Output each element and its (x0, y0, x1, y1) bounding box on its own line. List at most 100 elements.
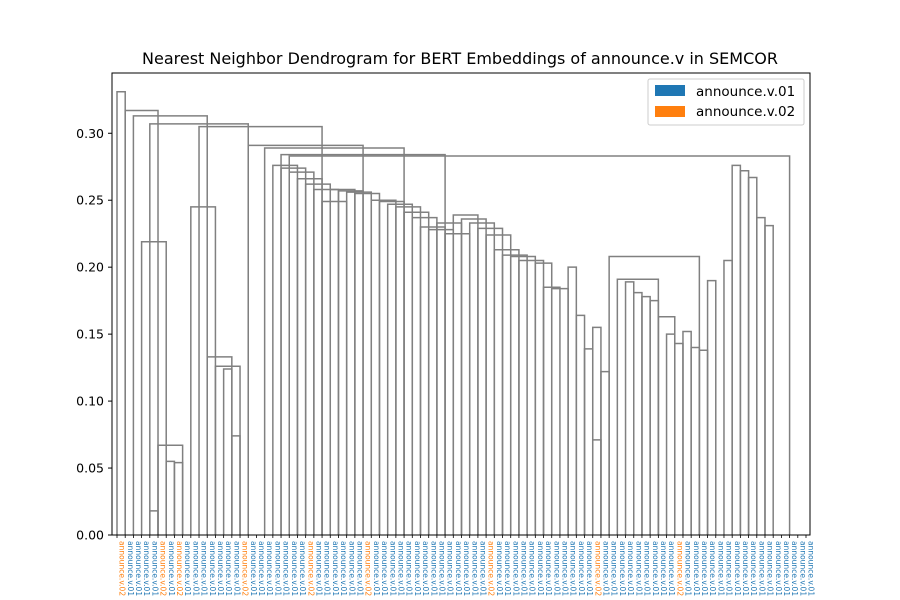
chart-title: Nearest Neighbor Dendrogram for BERT Emb… (142, 49, 778, 68)
dendrogram-link-7 (149, 510, 159, 535)
leaf-label: announce.v.01 (191, 541, 200, 596)
leaf-label: announce.v.01 (766, 541, 775, 596)
leaf-label: announce.v.02 (487, 541, 496, 596)
dendrogram-link-57 (591, 439, 602, 535)
leaf-label: announce.v.02 (175, 541, 184, 596)
leaf-label: announce.v.02 (675, 541, 684, 596)
leaf-label: announce.v.01 (552, 541, 561, 596)
dendrogram-link-27 (337, 190, 364, 535)
leaf-label: announce.v.01 (643, 541, 652, 596)
leaf-label: announce.v.01 (372, 541, 381, 596)
leaf-label: announce.v.01 (298, 541, 307, 596)
leaf-label: announce.v.01 (610, 541, 619, 596)
dendrogram-link-14 (231, 435, 241, 535)
leaf-label: announce.v.01 (232, 541, 241, 596)
leaf-label: announce.v.01 (634, 541, 643, 596)
leaf-label: announce.v.02 (593, 541, 602, 596)
y-tick-label: 0.30 (76, 126, 104, 141)
y-tick-label: 0.05 (76, 461, 104, 476)
leaf-label: announce.v.01 (692, 541, 701, 596)
leaf-label: announce.v.01 (684, 541, 693, 596)
leaf-label: announce.v.01 (790, 541, 799, 596)
leaf-label: announce.v.01 (413, 541, 422, 596)
leaf-label: announce.v.01 (774, 541, 783, 596)
leaf-label: announce.v.01 (314, 541, 323, 596)
y-tick-label: 0.25 (76, 193, 104, 208)
leaf-label: announce.v.01 (725, 541, 734, 596)
dendrogram-link-70 (706, 279, 717, 535)
leaf-label: announce.v.01 (782, 541, 791, 596)
leaf-label: announce.v.02 (159, 541, 168, 596)
dendrogram-link-50 (542, 286, 561, 535)
leaf-label: announce.v.01 (757, 541, 766, 596)
leaf-label: announce.v.01 (355, 541, 364, 596)
leaf-label: announce.v.02 (364, 541, 373, 596)
leaf-label: announce.v.01 (150, 541, 159, 596)
leaf-label: announce.v.01 (708, 541, 717, 596)
leaf-label: announce.v.01 (142, 541, 151, 596)
leaf-label: announce.v.01 (224, 541, 233, 596)
leaf-label: announce.v.01 (749, 541, 758, 596)
dendrogram-link-2 (132, 115, 208, 535)
leaf-label: announce.v.01 (396, 541, 405, 596)
leaf-label: announce.v.01 (544, 541, 553, 596)
dendrogram-link-5 (140, 240, 167, 535)
dendrogram-link-1 (124, 109, 159, 535)
y-tick-label: 0.20 (76, 260, 104, 275)
leaf-label: announce.v.01 (659, 541, 668, 596)
leaf-label: announce.v.01 (388, 541, 397, 596)
leaf-label: announce.v.01 (716, 541, 725, 596)
leaf-label: announce.v.02 (306, 541, 315, 596)
leaf-label: announce.v.01 (126, 541, 135, 596)
legend-frame (647, 78, 805, 126)
leaf-label: announce.v.01 (257, 541, 266, 596)
y-tick-label: 0.00 (76, 528, 104, 543)
leaf-label: announce.v.01 (741, 541, 750, 596)
leaf-label: announce.v.01 (134, 541, 143, 596)
leaf-label: announce.v.01 (216, 541, 225, 596)
leaf-label: announce.v.01 (470, 541, 479, 596)
leaf-label: announce.v.01 (618, 541, 627, 596)
leaf-label: announce.v.01 (347, 541, 356, 596)
leaf-label: announce.v.01 (421, 541, 430, 596)
legend: announce.v.01 announce.v.02 (647, 78, 805, 126)
leaf-label: announce.v.01 (602, 541, 611, 596)
leaf-label: announce.v.01 (290, 541, 299, 596)
leaf-label: announce.v.01 (511, 541, 520, 596)
leaf-label: announce.v.01 (208, 541, 217, 596)
leaf-label: announce.v.01 (454, 541, 463, 596)
dendrogram-link-9 (173, 461, 184, 535)
leaf-label: announce.v.01 (700, 541, 709, 596)
leaf-label: announce.v.01 (520, 541, 529, 596)
leaf-label: announce.v.02 (241, 541, 250, 596)
y-tick-label: 0.10 (76, 394, 104, 409)
leaf-label: announce.v.01 (569, 541, 578, 596)
leaf-label: announce.v.01 (479, 541, 488, 596)
leaf-label: announce.v.01 (380, 541, 389, 596)
legend-label-announce-v01: announce.v.01 (696, 84, 795, 100)
leaf-label: announce.v.02 (118, 541, 127, 596)
dendrogram-link-46 (501, 254, 528, 535)
leaf-label: announce.v.01 (405, 541, 414, 596)
leaf-label: announce.v.01 (429, 541, 438, 596)
leaf-label: announce.v.01 (733, 541, 742, 596)
y-tick-label: 0.15 (76, 327, 104, 342)
legend-label-announce-v02: announce.v.02 (696, 104, 795, 120)
leaf-label: announce.v.01 (249, 541, 258, 596)
leaf-label: announce.v.01 (807, 541, 816, 596)
leaf-label: announce.v.01 (282, 541, 291, 596)
leaf-label: announce.v.01 (561, 541, 570, 596)
leaf-label: announce.v.01 (446, 541, 455, 596)
leaf-label: announce.v.01 (667, 541, 676, 596)
leaf-label: announce.v.01 (200, 541, 209, 596)
legend-swatch-announce-v01 (655, 85, 685, 96)
dendrogram-link-76 (764, 224, 774, 535)
leaf-label: announce.v.01 (495, 541, 504, 596)
leaf-label: announce.v.01 (536, 541, 545, 596)
leaf-label: announce.v.01 (265, 541, 274, 596)
axes: 0.00 0.05 0.10 0.15 0.20 0.25 0.30 (76, 72, 811, 543)
leaf-label: announce.v.01 (528, 541, 537, 596)
leaf-label: announce.v.01 (462, 541, 471, 596)
leaf-label: announce.v.01 (339, 541, 348, 596)
